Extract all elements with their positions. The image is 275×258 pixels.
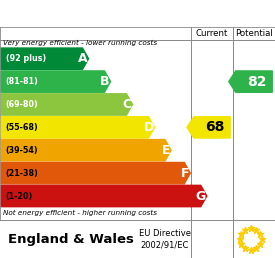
Text: E: E: [162, 144, 170, 157]
Polygon shape: [1, 117, 155, 138]
Text: (21-38): (21-38): [6, 169, 38, 178]
Text: B: B: [100, 75, 110, 88]
Text: Not energy efficient - higher running costs: Not energy efficient - higher running co…: [3, 209, 157, 216]
Text: G: G: [196, 190, 206, 203]
Text: 68: 68: [205, 120, 224, 134]
Polygon shape: [1, 94, 133, 115]
Text: Energy Efficiency Rating: Energy Efficiency Rating: [8, 6, 210, 21]
Text: 82: 82: [247, 75, 266, 88]
Polygon shape: [1, 71, 111, 92]
Text: (81-81): (81-81): [6, 77, 38, 86]
Text: Current: Current: [196, 29, 228, 38]
Text: D: D: [144, 121, 154, 134]
Text: Potential: Potential: [235, 29, 273, 38]
Text: A: A: [78, 52, 88, 65]
Text: England & Wales: England & Wales: [8, 232, 134, 246]
Polygon shape: [1, 163, 190, 184]
Polygon shape: [1, 48, 89, 69]
Text: (1-20): (1-20): [6, 191, 33, 200]
Polygon shape: [229, 71, 272, 92]
Polygon shape: [1, 185, 207, 207]
Polygon shape: [1, 140, 171, 161]
Text: F: F: [181, 167, 189, 180]
Text: Very energy efficient - lower running costs: Very energy efficient - lower running co…: [3, 40, 157, 46]
Text: (69-80): (69-80): [6, 100, 38, 109]
Polygon shape: [187, 117, 230, 138]
Text: (55-68): (55-68): [6, 123, 38, 132]
Text: EU Directive
2002/91/EC: EU Directive 2002/91/EC: [139, 229, 191, 249]
Text: (92 plus): (92 plus): [6, 54, 46, 63]
Text: (39-54): (39-54): [6, 146, 38, 155]
Text: C: C: [123, 98, 132, 111]
